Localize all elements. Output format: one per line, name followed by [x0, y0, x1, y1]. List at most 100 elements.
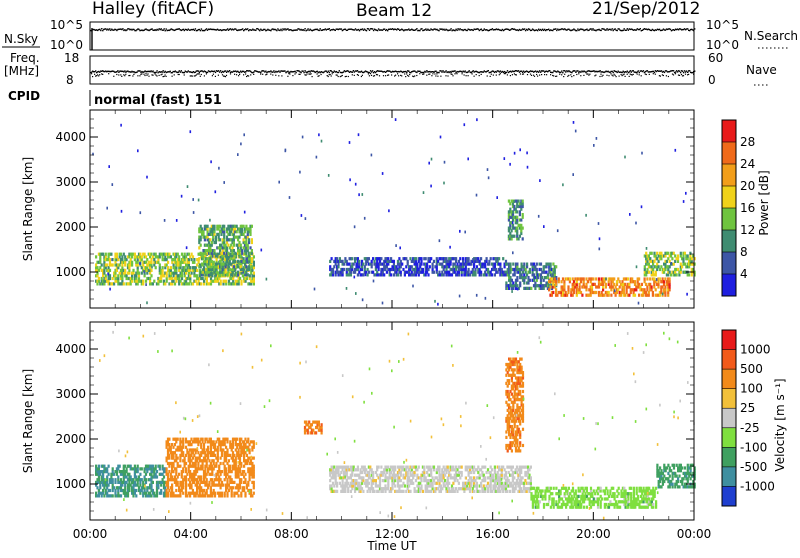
nave-point [133, 74, 134, 75]
nave-point [619, 76, 620, 77]
power-noise-cell [349, 178, 351, 181]
power-noise-cell [192, 198, 194, 201]
power-noise-cell [388, 209, 390, 212]
power-cell [644, 277, 646, 280]
power-noise-cell [614, 289, 616, 292]
nave-point [573, 75, 574, 76]
power-noise-cell [354, 276, 356, 279]
power-cell [558, 277, 560, 280]
freq-point [575, 72, 576, 73]
power-cell [567, 285, 569, 288]
nave-point [564, 74, 565, 75]
nave-point [468, 75, 469, 76]
nsky-point [454, 30, 455, 31]
freq-point [577, 70, 578, 71]
power-noise-cell [146, 176, 148, 179]
nave-point [278, 75, 279, 76]
power-noise-cell [358, 193, 360, 196]
power-cell [116, 253, 118, 256]
nsky-point [194, 30, 195, 31]
power-cell [393, 260, 395, 263]
power-noise-cell [121, 210, 123, 213]
nave-point [370, 73, 371, 74]
nsky-right-tick-bottom: 10^0 [706, 38, 739, 52]
power-noise-cell [487, 168, 489, 171]
power-cell [529, 279, 531, 282]
nave-point [192, 76, 193, 77]
colorbar-segment [722, 274, 736, 296]
nsky-point [612, 28, 613, 29]
power-cell [407, 260, 409, 263]
power-noise-cell [514, 152, 516, 155]
nave-point [606, 75, 607, 76]
power-noise-cell [641, 205, 643, 208]
nsky-point [368, 28, 369, 29]
freq-point [574, 70, 575, 71]
nsky-point [255, 30, 256, 31]
power-noise-cell [599, 237, 601, 240]
power-noise-cell [355, 183, 357, 186]
nave-point [174, 74, 175, 75]
nave-point [215, 76, 216, 77]
power-cell [167, 261, 169, 264]
power-noise-cell [240, 143, 242, 146]
freq-point [117, 70, 118, 71]
nave-point [213, 74, 214, 75]
nsky-point [200, 30, 201, 31]
nsky-point [329, 28, 330, 29]
nave-point [406, 73, 407, 74]
nsky-point [555, 28, 556, 29]
nave-point [536, 74, 537, 75]
nave-point [225, 76, 226, 77]
nave-point [466, 75, 467, 76]
power-noise-cell [439, 239, 441, 242]
power-cell [530, 287, 532, 290]
velocity-cell [152, 481, 154, 484]
power-noise-cell [395, 244, 397, 247]
power-cell [598, 277, 600, 280]
freq-point [496, 71, 497, 72]
nsky-point [161, 28, 162, 29]
power-noise-cell [434, 300, 436, 303]
nave-point [272, 74, 273, 75]
nsky-point [259, 30, 260, 31]
power-noise-cell [467, 158, 469, 161]
freq-left-tick-top: 18 [64, 51, 79, 65]
nsky-point [122, 28, 123, 29]
power-noise-cell [459, 230, 461, 233]
nave-point [653, 73, 654, 74]
nave-point [162, 74, 163, 75]
nsky-point [591, 29, 592, 30]
velocity-cell [141, 467, 143, 470]
power-cell [368, 257, 370, 260]
power-cell [234, 260, 236, 263]
power-noise-cell [683, 200, 685, 203]
nave-point [120, 74, 121, 75]
nave-point [338, 76, 339, 77]
power-noise-cell [509, 163, 511, 166]
power-cell [109, 258, 111, 261]
colorbar-tick-label: 12 [740, 223, 755, 237]
power-cell [516, 216, 518, 219]
freq-point [416, 72, 417, 73]
power-cell [223, 225, 225, 228]
velocity-cell [179, 465, 181, 468]
nsky-point [296, 29, 297, 30]
nsky-right-tick-top: 10^5 [706, 18, 739, 32]
nave-point [496, 75, 497, 76]
freq-point [473, 70, 474, 71]
nsky-point [319, 30, 320, 31]
power-cell [216, 254, 218, 257]
nave-point [397, 73, 398, 74]
power-cell [240, 244, 242, 247]
nave-point [436, 73, 437, 74]
colorbar-tick-label: 24 [740, 157, 755, 171]
freq-point [326, 71, 327, 72]
power-noise-cell [382, 172, 384, 175]
nsky-point [109, 28, 110, 29]
nave-point [139, 75, 140, 76]
nave-point [368, 73, 369, 74]
power-cell [536, 268, 538, 271]
nave-point [614, 74, 615, 75]
